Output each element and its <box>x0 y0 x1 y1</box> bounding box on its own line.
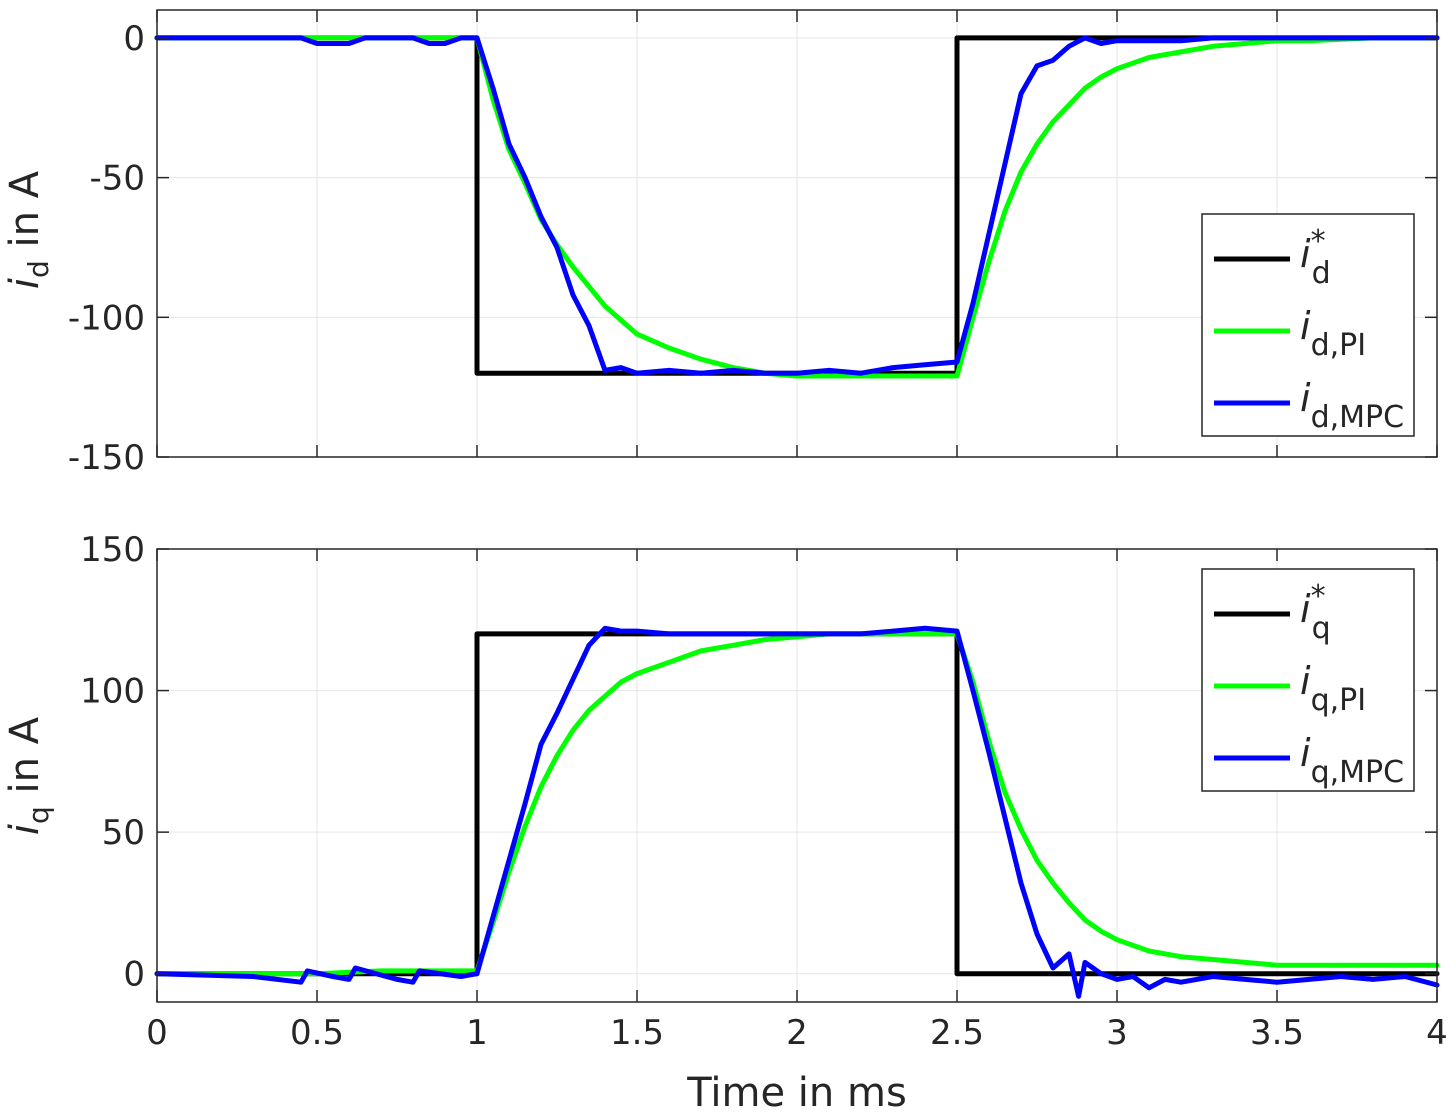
x-tick-label: 2.5 <box>930 1013 984 1053</box>
y-tick-label: -150 <box>68 438 145 478</box>
x-axis-label: Time in ms <box>686 1070 907 1114</box>
legend: i* q iq,PI iq,MPC <box>1201 568 1415 792</box>
x-tick-label: 3.5 <box>1250 1013 1304 1053</box>
subplot-iq: 0 0.5 1 1.5 2 2.5 3 3.5 4 150 100 50 0 iq in A i* q iq,P… <box>2 530 1448 1053</box>
x-tick-label: 4 <box>1426 1013 1448 1053</box>
y-tick-label: -50 <box>89 159 145 199</box>
legend-box <box>1201 213 1415 437</box>
series-line-qpi <box>154 631 1440 977</box>
legend-label: id,MPC <box>1300 376 1404 435</box>
y-tick-label: 100 <box>80 672 145 712</box>
subplot-id: 0 -50 -100 -150 id in A i* d id,PI id,MPC <box>2 9 1440 478</box>
x-tick-label: 0.5 <box>290 1013 344 1053</box>
y-axis-label: iq in A <box>2 716 55 835</box>
y-tick-label: 0 <box>123 955 145 995</box>
x-tick-label: 3 <box>1106 1013 1128 1053</box>
y-tick-label: 150 <box>80 530 145 570</box>
y-tick-label: 50 <box>102 813 145 853</box>
y-tick-label: 0 <box>123 19 145 59</box>
legend-label: i* d <box>1300 224 1331 291</box>
y-tick-label: -100 <box>68 298 145 338</box>
legend-label: iq,PI <box>1300 659 1366 718</box>
x-tick-label: 0 <box>146 1013 168 1053</box>
legend-label: id,PI <box>1300 304 1366 363</box>
x-tick-label: 2 <box>786 1013 808 1053</box>
legend-box <box>1201 568 1415 792</box>
legend-label: i* q <box>1300 579 1331 646</box>
legend: i* d id,PI id,MPC <box>1201 213 1415 437</box>
x-tick-label: 1.5 <box>610 1013 664 1053</box>
y-axis-label: id in A <box>2 170 55 289</box>
x-tick-label: 1 <box>466 1013 488 1053</box>
series-line-dmpc <box>154 35 1440 376</box>
series-line-qmpc <box>154 625 1440 999</box>
legend-label: iq,MPC <box>1300 731 1404 790</box>
